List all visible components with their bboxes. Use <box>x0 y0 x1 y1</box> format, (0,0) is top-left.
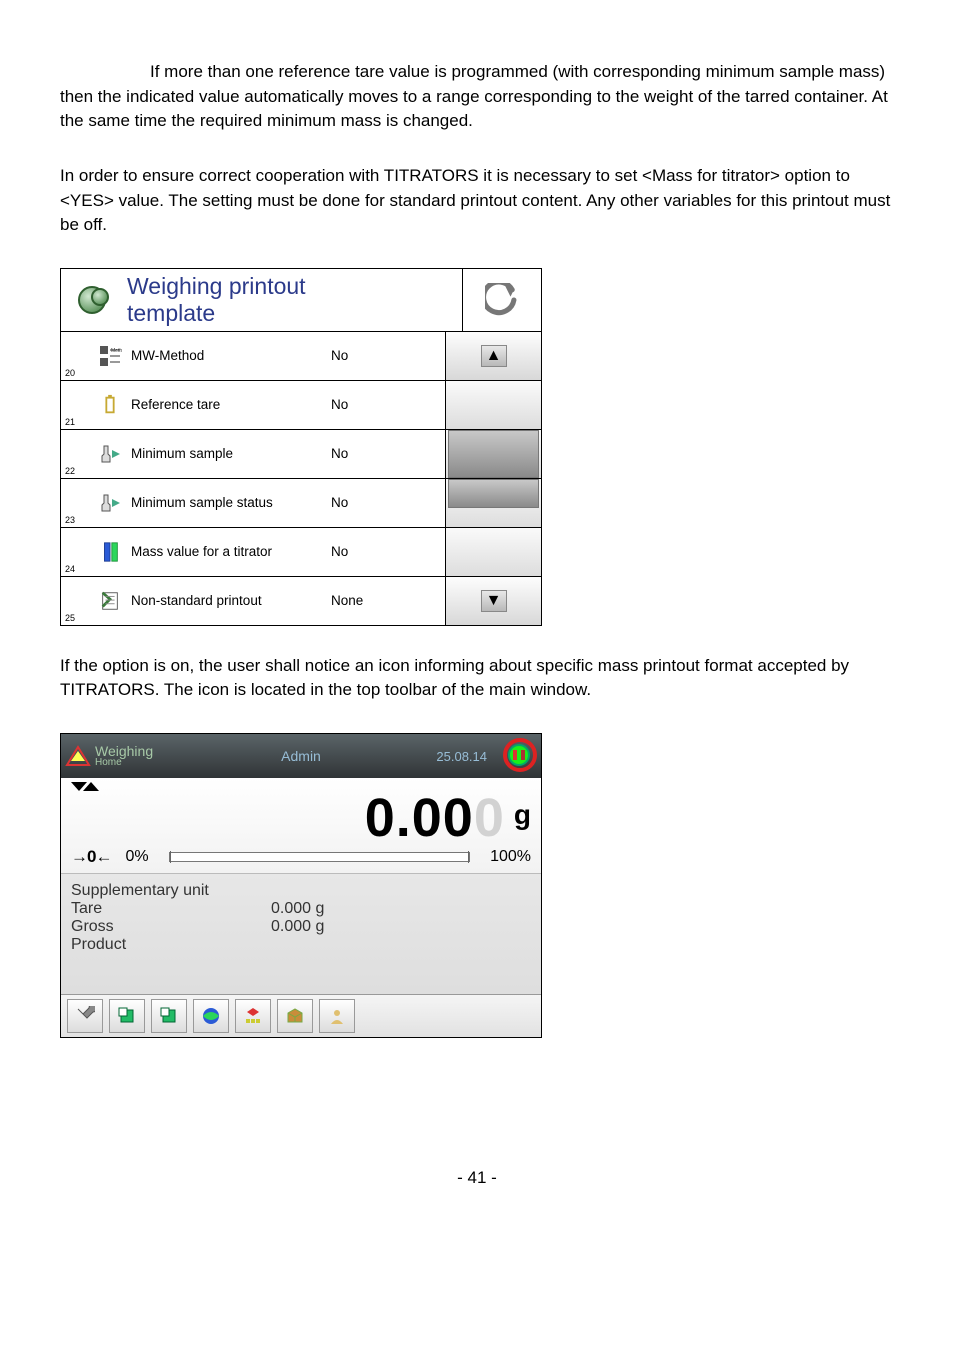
scrollbar-thumb[interactable] <box>448 430 539 478</box>
paragraph-3: If the option is on, the user shall noti… <box>60 654 894 703</box>
profile-icon <box>327 1006 347 1026</box>
table-row[interactable]: 21 Reference tare No <box>61 380 541 429</box>
row-number: 23 <box>61 479 93 527</box>
scroll-up-button[interactable]: ▲ <box>446 332 541 380</box>
user-label: Admin <box>281 748 321 764</box>
paragraph-2: In order to ensure correct cooperation w… <box>60 164 894 238</box>
page-number: - 41 - <box>60 1168 894 1188</box>
tare-series-button[interactable] <box>235 999 271 1033</box>
weight-value: 0.00 <box>365 787 474 849</box>
settings-gear-icon <box>61 286 123 314</box>
row-label: Mass value for a titrator <box>127 528 331 576</box>
tare-value: 0.000 g <box>271 900 324 918</box>
table-row[interactable]: 25 Non-standard printout None ▼ <box>61 576 541 625</box>
row-value: No <box>331 381 445 429</box>
table-row[interactable]: 24 Mass value for a titrator No <box>61 527 541 576</box>
scrollbar-track[interactable] <box>446 479 541 527</box>
scrollbar-track[interactable] <box>446 430 541 478</box>
tare-series-icon <box>243 1006 263 1026</box>
supplementary-unit-label: Supplementary unit <box>71 882 271 900</box>
scrollbar-thumb[interactable] <box>448 479 539 508</box>
table-row[interactable]: 20 Method MW-Method No ▲ <box>61 331 541 380</box>
level-icon <box>65 743 91 769</box>
wrench-icon <box>75 1006 95 1026</box>
scroll-down-button[interactable]: ▼ <box>446 577 541 625</box>
db1-button[interactable] <box>109 999 145 1033</box>
table-row[interactable]: 23 Minimum sample status No <box>61 478 541 527</box>
product-label: Product <box>71 936 271 954</box>
row-value: None <box>331 577 445 625</box>
row-label: MW-Method <box>127 332 331 380</box>
scale-right-label: 100% <box>490 848 531 866</box>
database2-icon <box>159 1006 179 1026</box>
bottom-toolbar <box>61 994 541 1037</box>
setup-button[interactable] <box>67 999 103 1033</box>
paragraph-1: If more than one reference tare value is… <box>60 60 894 134</box>
db2-button[interactable] <box>151 999 187 1033</box>
row-value: No <box>331 479 445 527</box>
svg-text:Method: Method <box>111 348 122 354</box>
mode-title: Weighing <box>95 744 153 758</box>
row-number: 22 <box>61 430 93 478</box>
row-number: 24 <box>61 528 93 576</box>
row-number: 20 <box>61 332 93 380</box>
row-value: No <box>331 430 445 478</box>
scrollbar-track[interactable] <box>446 381 541 429</box>
globe-icon <box>201 1006 221 1026</box>
weight-display: 0.000 g →0← 0% 100% <box>61 778 541 874</box>
weight-unit: g <box>514 799 531 837</box>
row-value: No <box>331 332 445 380</box>
row-label: Non-standard printout <box>127 577 331 625</box>
zero-indicator-icon: →0← <box>71 847 111 867</box>
mode-subtitle: Home <box>95 758 153 768</box>
mv-method-icon: Method <box>98 344 122 368</box>
top-toolbar: Weighing Home Admin 25.08.14 <box>61 734 541 778</box>
info-panel: Supplementary unit Tare 0.000 g Gross 0.… <box>61 874 541 994</box>
mass-for-titrator-icon <box>98 540 122 564</box>
row-label: Minimum sample status <box>127 479 331 527</box>
profile-button[interactable] <box>319 999 355 1033</box>
gross-value: 0.000 g <box>271 918 324 936</box>
highlight-circle <box>503 738 537 772</box>
globe-button[interactable] <box>193 999 229 1033</box>
row-label: Minimum sample <box>127 430 331 478</box>
weighing-main-window: Weighing Home Admin 25.08.14 0.000 g →0←… <box>60 733 542 1038</box>
database1-icon <box>117 1006 137 1026</box>
back-button[interactable] <box>462 269 541 331</box>
weighing-printout-template-window: Weighing printout template 20 Method MW-… <box>60 268 542 626</box>
bargraph <box>169 852 470 862</box>
minimum-sample-status-icon <box>98 491 122 515</box>
weight-value-ghost: 0 <box>474 787 504 849</box>
back-arrow-icon <box>485 283 519 317</box>
date-label: 25.08.14 <box>436 749 487 764</box>
scale-left-label: 0% <box>125 848 148 866</box>
row-value: No <box>331 528 445 576</box>
package-icon <box>285 1006 305 1026</box>
row-label: Reference tare <box>127 381 331 429</box>
tare-label: Tare <box>71 900 271 918</box>
package-button[interactable] <box>277 999 313 1033</box>
minimum-sample-icon <box>98 442 122 466</box>
gross-label: Gross <box>71 918 271 936</box>
scrollbar-track[interactable] <box>446 528 541 576</box>
table-row[interactable]: 22 Minimum sample No <box>61 429 541 478</box>
window-title: Weighing printout template <box>123 273 462 326</box>
row-number: 25 <box>61 577 93 625</box>
nonstandard-printout-icon <box>98 589 122 613</box>
reference-tare-icon <box>98 393 122 417</box>
row-number: 21 <box>61 381 93 429</box>
